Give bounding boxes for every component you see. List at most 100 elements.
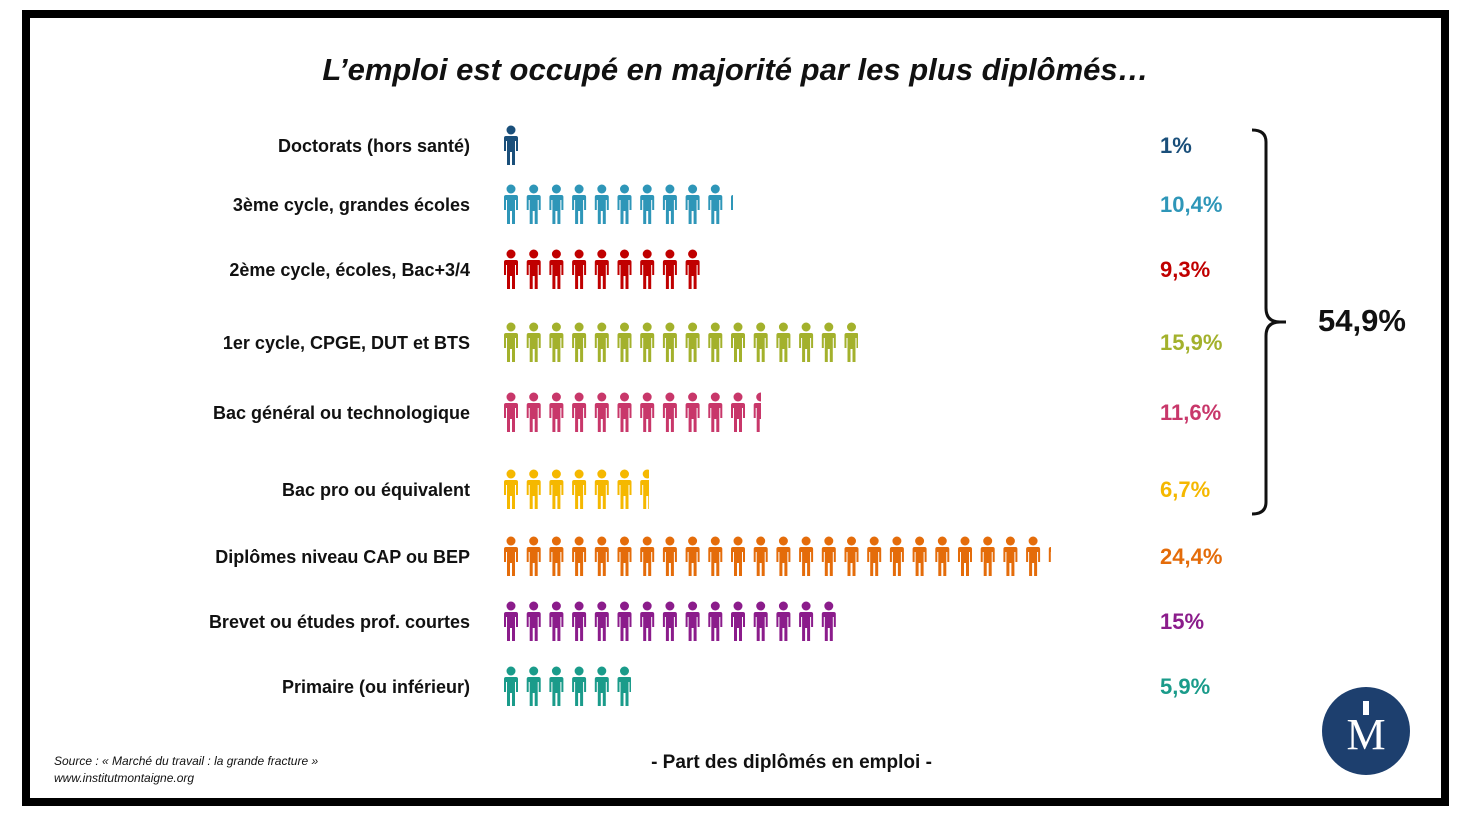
person-icon xyxy=(799,601,814,641)
category-label: 2ème cycle, écoles, Bac+3/4 xyxy=(229,260,470,280)
category-label: Primaire (ou inférieur) xyxy=(281,677,470,697)
pictogram-bar xyxy=(502,666,632,708)
category-label: Doctorats (hors santé) xyxy=(277,136,470,156)
person-icon xyxy=(526,392,541,432)
person-icons xyxy=(504,125,518,165)
person-icons xyxy=(504,322,859,362)
source-url: www.institutmontaigne.org xyxy=(54,771,195,785)
person-icon xyxy=(594,666,609,706)
person-icon xyxy=(1026,536,1041,576)
category-label: Diplômes niveau CAP ou BEP xyxy=(215,547,470,567)
value-label: 5,9% xyxy=(1160,674,1211,699)
person-icon xyxy=(572,184,587,224)
person-icon xyxy=(662,249,677,289)
chart-title: L’emploi est occupé en majorité par les … xyxy=(322,52,1149,87)
person-icon xyxy=(617,536,632,576)
person-icon xyxy=(685,536,700,576)
pictogram-bar xyxy=(502,536,1052,578)
person-icon xyxy=(753,322,768,362)
value-label: 1% xyxy=(1160,133,1192,158)
value-label: 15% xyxy=(1160,609,1205,634)
person-icon xyxy=(572,249,587,289)
person-icons xyxy=(504,666,632,706)
person-icon xyxy=(912,536,927,576)
person-icon xyxy=(731,601,745,641)
person-icon xyxy=(821,601,836,641)
person-icon xyxy=(549,249,564,289)
person-icon xyxy=(572,469,587,509)
person-icon xyxy=(572,666,587,706)
person-icon xyxy=(572,322,587,362)
person-icon xyxy=(753,392,761,432)
person-icons xyxy=(504,469,650,509)
person-icon xyxy=(572,536,587,576)
person-icon xyxy=(572,392,587,432)
person-icon xyxy=(776,601,791,641)
person-icon xyxy=(731,195,734,210)
person-icon xyxy=(731,322,745,362)
person-icon xyxy=(662,392,677,432)
person-icon xyxy=(549,322,564,362)
person-icons xyxy=(504,392,761,432)
person-icons xyxy=(504,184,734,224)
person-icon xyxy=(708,601,723,641)
person-icon xyxy=(753,536,768,576)
source-line: Source : « Marché du travail : la grande… xyxy=(54,754,319,768)
svg-text:M: M xyxy=(1346,710,1385,759)
person-icon xyxy=(799,536,814,576)
pictogram-bar xyxy=(502,249,709,291)
person-icon xyxy=(1003,536,1018,576)
person-icon xyxy=(526,469,541,509)
person-icon xyxy=(504,666,518,706)
person-icon xyxy=(594,601,609,641)
person-icon xyxy=(685,601,700,641)
person-icon xyxy=(617,184,632,224)
person-icon xyxy=(844,536,859,576)
person-icon xyxy=(504,392,518,432)
person-icon xyxy=(504,601,518,641)
person-icon xyxy=(776,322,791,362)
pictogram-bar xyxy=(502,601,838,643)
institut-montaigne-logo-icon: M xyxy=(1322,687,1410,775)
person-icon xyxy=(504,536,518,576)
value-label: 24,4% xyxy=(1160,544,1223,569)
value-label: 11,6% xyxy=(1160,400,1222,425)
person-icon xyxy=(662,601,677,641)
person-icon xyxy=(526,536,541,576)
value-label: 15,9% xyxy=(1160,330,1223,355)
person-icon xyxy=(617,392,632,432)
category-label: Brevet ou études prof. courtes xyxy=(208,612,470,632)
value-label: 10,4% xyxy=(1160,192,1223,217)
pictogram-bar xyxy=(502,184,734,226)
person-icon xyxy=(617,469,632,509)
person-icon xyxy=(640,601,655,641)
person-icon xyxy=(617,666,632,706)
bracket-total-label: 54,9% xyxy=(1318,303,1406,338)
category-label: Bac général ou technologique xyxy=(212,403,470,423)
person-icon xyxy=(504,249,518,289)
person-icon xyxy=(549,469,564,509)
person-icon xyxy=(640,249,655,289)
person-icon xyxy=(572,601,587,641)
person-icon xyxy=(708,322,723,362)
person-icon xyxy=(640,536,655,576)
pictogram-bar xyxy=(502,322,859,364)
person-icon xyxy=(685,184,700,224)
person-icon xyxy=(662,184,677,224)
person-icon xyxy=(549,392,564,432)
person-icon xyxy=(594,392,609,432)
person-icon xyxy=(867,536,882,576)
axis-caption: - Part des diplômés en emploi - xyxy=(651,752,932,773)
person-icon xyxy=(844,322,859,362)
person-icon xyxy=(594,536,609,576)
person-icon xyxy=(821,536,836,576)
person-icon xyxy=(958,536,972,576)
person-icon xyxy=(594,249,609,289)
person-icon xyxy=(526,184,541,224)
person-icon xyxy=(708,184,723,224)
person-icon xyxy=(640,392,655,432)
pictogram-bar xyxy=(502,125,520,167)
person-icons xyxy=(504,536,1052,576)
person-icons xyxy=(504,249,709,289)
person-icon xyxy=(640,322,655,362)
